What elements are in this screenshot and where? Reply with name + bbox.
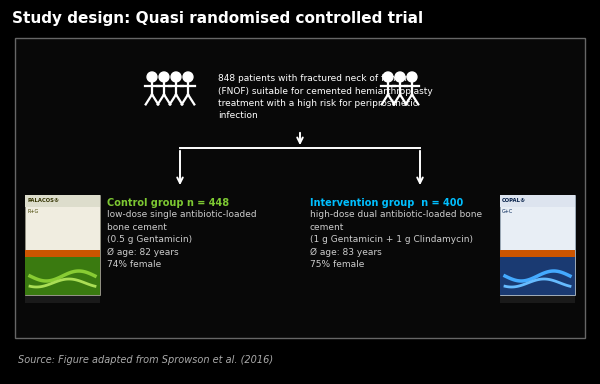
Circle shape <box>183 72 193 82</box>
Bar <box>25 250 100 257</box>
Circle shape <box>171 72 181 82</box>
Text: PALACOS®: PALACOS® <box>27 199 59 204</box>
Text: Intervention group  n = 400: Intervention group n = 400 <box>310 198 463 208</box>
Text: Study design: Quasi randomised controlled trial: Study design: Quasi randomised controlle… <box>12 10 423 25</box>
Bar <box>500 195 575 207</box>
Text: G+C: G+C <box>502 209 513 214</box>
Bar <box>15 38 585 338</box>
Bar <box>25 195 100 295</box>
Text: high-dose dual antibiotic-loaded bone
cement
(1 g Gentamicin + 1 g Clindamycin)
: high-dose dual antibiotic-loaded bone ce… <box>310 210 482 269</box>
Circle shape <box>395 72 405 82</box>
Circle shape <box>383 72 393 82</box>
Bar <box>25 195 100 207</box>
Circle shape <box>147 72 157 82</box>
Bar <box>25 295 100 303</box>
Bar <box>500 295 575 303</box>
Text: low-dose single antibiotic-loaded
bone cement
(0.5 g Gentamicin)
Ø age: 82 years: low-dose single antibiotic-loaded bone c… <box>107 210 257 269</box>
Bar <box>500 195 575 295</box>
Circle shape <box>159 72 169 82</box>
Text: COPAL®: COPAL® <box>502 199 526 204</box>
Bar <box>500 250 575 257</box>
Circle shape <box>407 72 417 82</box>
Bar <box>500 257 575 295</box>
Text: R+G: R+G <box>27 209 38 214</box>
Text: Source: Figure adapted from Sprowson et al. (2016): Source: Figure adapted from Sprowson et … <box>18 355 273 365</box>
Text: Control group n = 448: Control group n = 448 <box>107 198 229 208</box>
Bar <box>25 257 100 295</box>
Text: 848 patients with fractured neck of femur
(FNOF) suitable for cemented hemiarthr: 848 patients with fractured neck of femu… <box>218 74 433 121</box>
